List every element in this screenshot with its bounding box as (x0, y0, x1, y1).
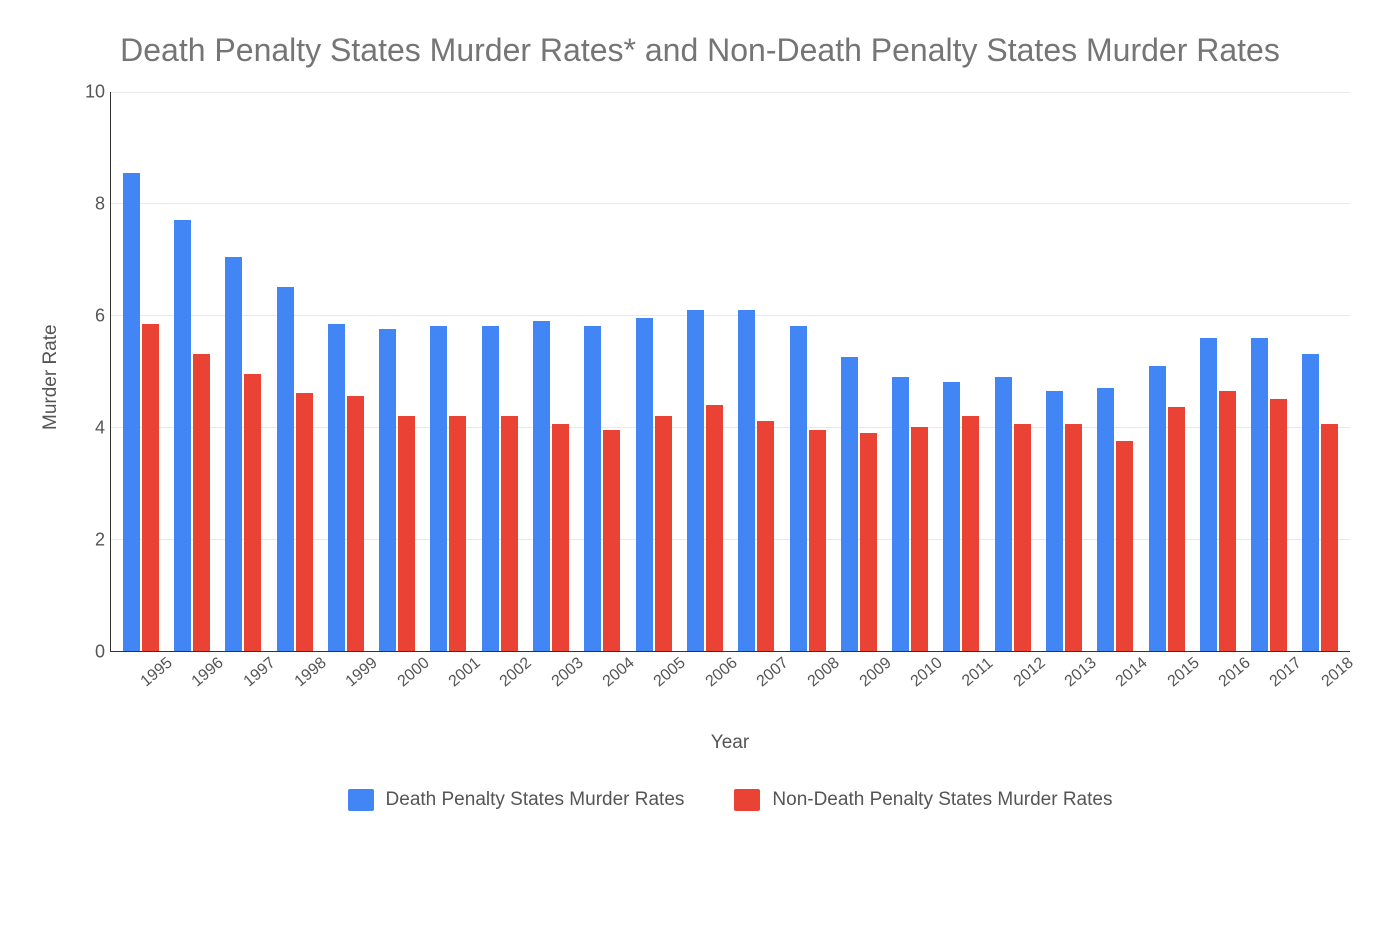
legend-swatch (348, 789, 374, 811)
legend: Death Penalty States Murder Rates Non-Dea… (110, 789, 1350, 811)
bar (1116, 441, 1133, 651)
bar-group (218, 92, 269, 651)
y-tick-label: 10 (60, 81, 105, 102)
bar (482, 326, 499, 650)
legend-label: Death Penalty States Murder Rates (386, 789, 685, 811)
legend-item: Death Penalty States Murder Rates (348, 789, 685, 811)
bar-group (1244, 92, 1295, 651)
bar (790, 326, 807, 650)
bar (1168, 407, 1185, 650)
bar (636, 318, 653, 651)
bar-group (782, 92, 833, 651)
legend-label: Non-Death Penalty States Murder Rates (772, 789, 1112, 811)
bar-group (1141, 92, 1192, 651)
bar-group (1038, 92, 1089, 651)
bar (943, 382, 960, 650)
y-tick-label: 6 (60, 305, 105, 326)
bar-group (269, 92, 320, 651)
bar (501, 416, 518, 651)
bar (1321, 424, 1338, 650)
chart-container: Death Penalty States Murder Rates* and N… (20, 30, 1380, 919)
x-axis-label: Year (110, 732, 1350, 754)
bar (1200, 338, 1217, 651)
bar (706, 405, 723, 651)
bar-group (1295, 92, 1346, 651)
y-tick-label: 4 (60, 417, 105, 438)
bar (1270, 399, 1287, 651)
bar (995, 377, 1012, 651)
bar (123, 173, 140, 651)
bar-group (371, 92, 422, 651)
bar (1065, 424, 1082, 650)
bar-group (679, 92, 730, 651)
bar (296, 393, 313, 650)
bar (398, 416, 415, 651)
bar (860, 433, 877, 651)
chart-title: Death Penalty States Murder Rates* and N… (60, 30, 1340, 72)
bar (1219, 391, 1236, 651)
bar (603, 430, 620, 651)
y-axis-label: Murder Rate (40, 324, 62, 430)
bar (892, 377, 909, 651)
bar (347, 396, 364, 650)
bar (244, 374, 261, 651)
bar (1302, 354, 1319, 650)
bar-group (166, 92, 217, 651)
bar-group (115, 92, 166, 651)
bar (142, 324, 159, 651)
bar (533, 321, 550, 651)
bar-group (833, 92, 884, 651)
bar (1251, 338, 1268, 651)
bar (449, 416, 466, 651)
bar-group (320, 92, 371, 651)
bar (328, 324, 345, 651)
bar (552, 424, 569, 650)
bar (1046, 391, 1063, 651)
bars-layer (111, 92, 1350, 651)
bar (277, 287, 294, 650)
bar (655, 416, 672, 651)
bar (379, 329, 396, 650)
y-tick-label: 8 (60, 193, 105, 214)
plot-area (110, 92, 1350, 652)
bar (225, 257, 242, 651)
bar (841, 357, 858, 650)
legend-swatch (734, 789, 760, 811)
bar-group (628, 92, 679, 651)
bar-group (731, 92, 782, 651)
bar (809, 430, 826, 651)
bar (738, 310, 755, 651)
bar-group (423, 92, 474, 651)
bar (1014, 424, 1031, 650)
bar (962, 416, 979, 651)
bar (911, 427, 928, 651)
bar (174, 220, 191, 650)
y-tick-label: 0 (60, 641, 105, 662)
bar-group (1192, 92, 1243, 651)
bar (1149, 366, 1166, 651)
bar-group (987, 92, 1038, 651)
y-axis-ticks: 0246810 (60, 92, 105, 652)
x-axis-ticks: 1995199619971998199920002001200220032004… (110, 652, 1350, 712)
bar (687, 310, 704, 651)
bar-group (936, 92, 987, 651)
bar (193, 354, 210, 650)
bar-group (884, 92, 935, 651)
bar (757, 421, 774, 650)
bar (430, 326, 447, 650)
bar-group (1090, 92, 1141, 651)
bar-group (525, 92, 576, 651)
plot-wrap: 0246810 19951996199719981999200020012002… (110, 92, 1350, 652)
bar-group (474, 92, 525, 651)
legend-item: Non-Death Penalty States Murder Rates (734, 789, 1112, 811)
y-tick-label: 2 (60, 529, 105, 550)
bar-group (577, 92, 628, 651)
bar (1097, 388, 1114, 651)
bar (584, 326, 601, 650)
